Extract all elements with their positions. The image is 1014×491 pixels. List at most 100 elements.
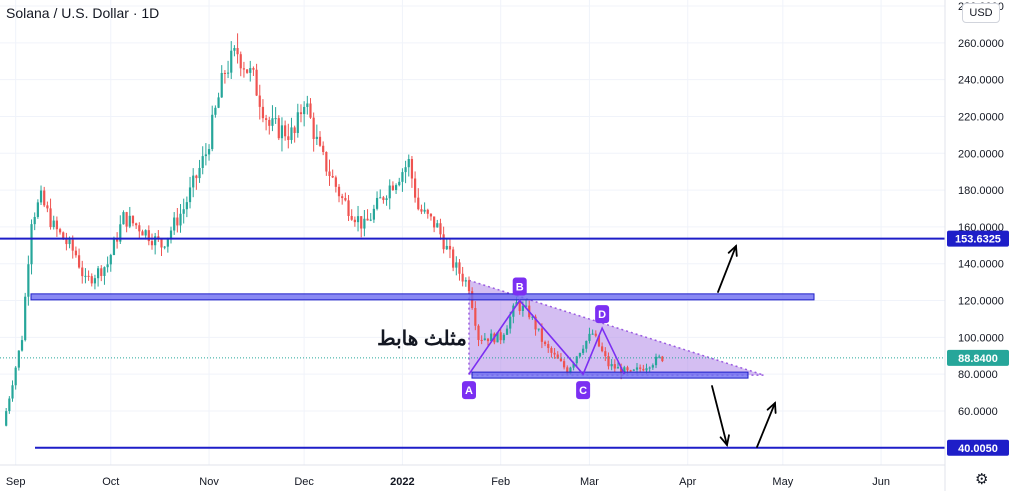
candle-body [639, 367, 642, 369]
candle-body [100, 268, 103, 276]
candle-body [337, 186, 341, 197]
candle-body [74, 250, 78, 256]
candle-body [620, 367, 623, 374]
abcd-zigzag [468, 299, 626, 376]
candlestick-series [5, 33, 664, 427]
candle-body [261, 106, 265, 119]
candle-body [106, 264, 109, 268]
current-price-badge-box [947, 349, 1009, 366]
candle-body [566, 367, 569, 374]
candle-body [182, 209, 185, 214]
candle-body [280, 125, 284, 139]
support-price-badge: 40.0050 [958, 443, 998, 455]
candle-body [420, 209, 423, 212]
candle-body [198, 167, 201, 179]
candle-body [442, 234, 445, 250]
candle-body [195, 175, 198, 179]
candle-body [303, 106, 306, 115]
gear-icon[interactable]: ⚙ [975, 471, 989, 488]
chart-title: Solana / U.S. Dollar · 1D [6, 5, 160, 21]
candle-body [334, 177, 337, 187]
candle-body [249, 68, 252, 73]
candle-body [531, 316, 534, 318]
candle-body [77, 255, 81, 268]
candle-body [138, 225, 141, 232]
currency-button[interactable]: USD [962, 3, 1000, 23]
candle-body [87, 275, 90, 277]
resistance-price-badge: 153.6325 [955, 234, 1001, 246]
candle-body [306, 103, 309, 107]
candle-body [173, 217, 176, 231]
candle-body [448, 245, 452, 250]
candle-body [274, 118, 277, 120]
level-lines[interactable] [0, 237, 945, 449]
price-tick-label: 120.0000 [958, 296, 1004, 308]
candle-body [616, 367, 620, 369]
candle-body [5, 411, 8, 426]
candle-body [524, 305, 528, 307]
candle-body [474, 308, 477, 326]
candle-body [613, 364, 616, 369]
candle-body [245, 69, 249, 73]
candle-body [296, 112, 299, 134]
candle-body [93, 278, 97, 284]
candle-body [645, 368, 648, 371]
candle-body [350, 215, 353, 220]
support-price-badge-box [947, 439, 1009, 456]
candle-body [147, 230, 150, 242]
candle-body [588, 333, 591, 341]
candle-body [477, 325, 480, 340]
candle-body [287, 136, 290, 140]
time-tick-label: Apr [679, 476, 696, 488]
candle-body [8, 398, 11, 412]
candle-body [559, 358, 563, 362]
point-label-c-box [576, 381, 591, 400]
candle-body [39, 190, 43, 203]
candle-body [398, 181, 401, 186]
candle-body [201, 156, 204, 168]
candle-body [220, 72, 223, 98]
arrow-icon [717, 245, 737, 293]
candle-body [452, 249, 455, 268]
candle-body [258, 95, 261, 107]
resistance-zone-band [30, 293, 815, 301]
candle-body [591, 333, 594, 335]
candle-body [49, 208, 52, 228]
candle-body [569, 367, 572, 374]
candle-body [43, 190, 46, 206]
candle-body [128, 215, 131, 227]
candle-body [17, 350, 20, 368]
candle-body [404, 167, 407, 173]
candle-body [125, 212, 128, 227]
candle-body [284, 125, 287, 137]
candle-body [214, 107, 217, 115]
candle-body [90, 276, 93, 284]
candle-body [534, 316, 537, 330]
candle-body [84, 275, 87, 277]
candle-body [97, 268, 100, 279]
candle-body [607, 356, 610, 367]
direction-arrows [711, 244, 777, 448]
candle-body [360, 216, 363, 229]
candle-body [382, 197, 385, 201]
candle-body [623, 367, 626, 374]
candle-body [277, 118, 280, 139]
candle-body [543, 341, 547, 345]
candle-body [252, 68, 255, 70]
candle-body [490, 333, 493, 342]
candle-body [585, 340, 588, 349]
candle-body [169, 230, 173, 238]
candle-body [401, 172, 404, 182]
candle-body [255, 69, 258, 96]
candle-body [385, 198, 388, 201]
candle-body [204, 154, 207, 157]
candle-body [658, 356, 661, 358]
candle-body [185, 202, 188, 210]
price-tick-label: 240.0000 [958, 75, 1004, 87]
candle-body [131, 215, 135, 224]
time-tick-label: 2022 [390, 476, 414, 488]
time-axis[interactable]: Sep Oct Nov Dec 2022 Feb Mar Apr May Jun [0, 464, 945, 488]
candle-body [439, 223, 442, 235]
candle-body [540, 328, 543, 342]
